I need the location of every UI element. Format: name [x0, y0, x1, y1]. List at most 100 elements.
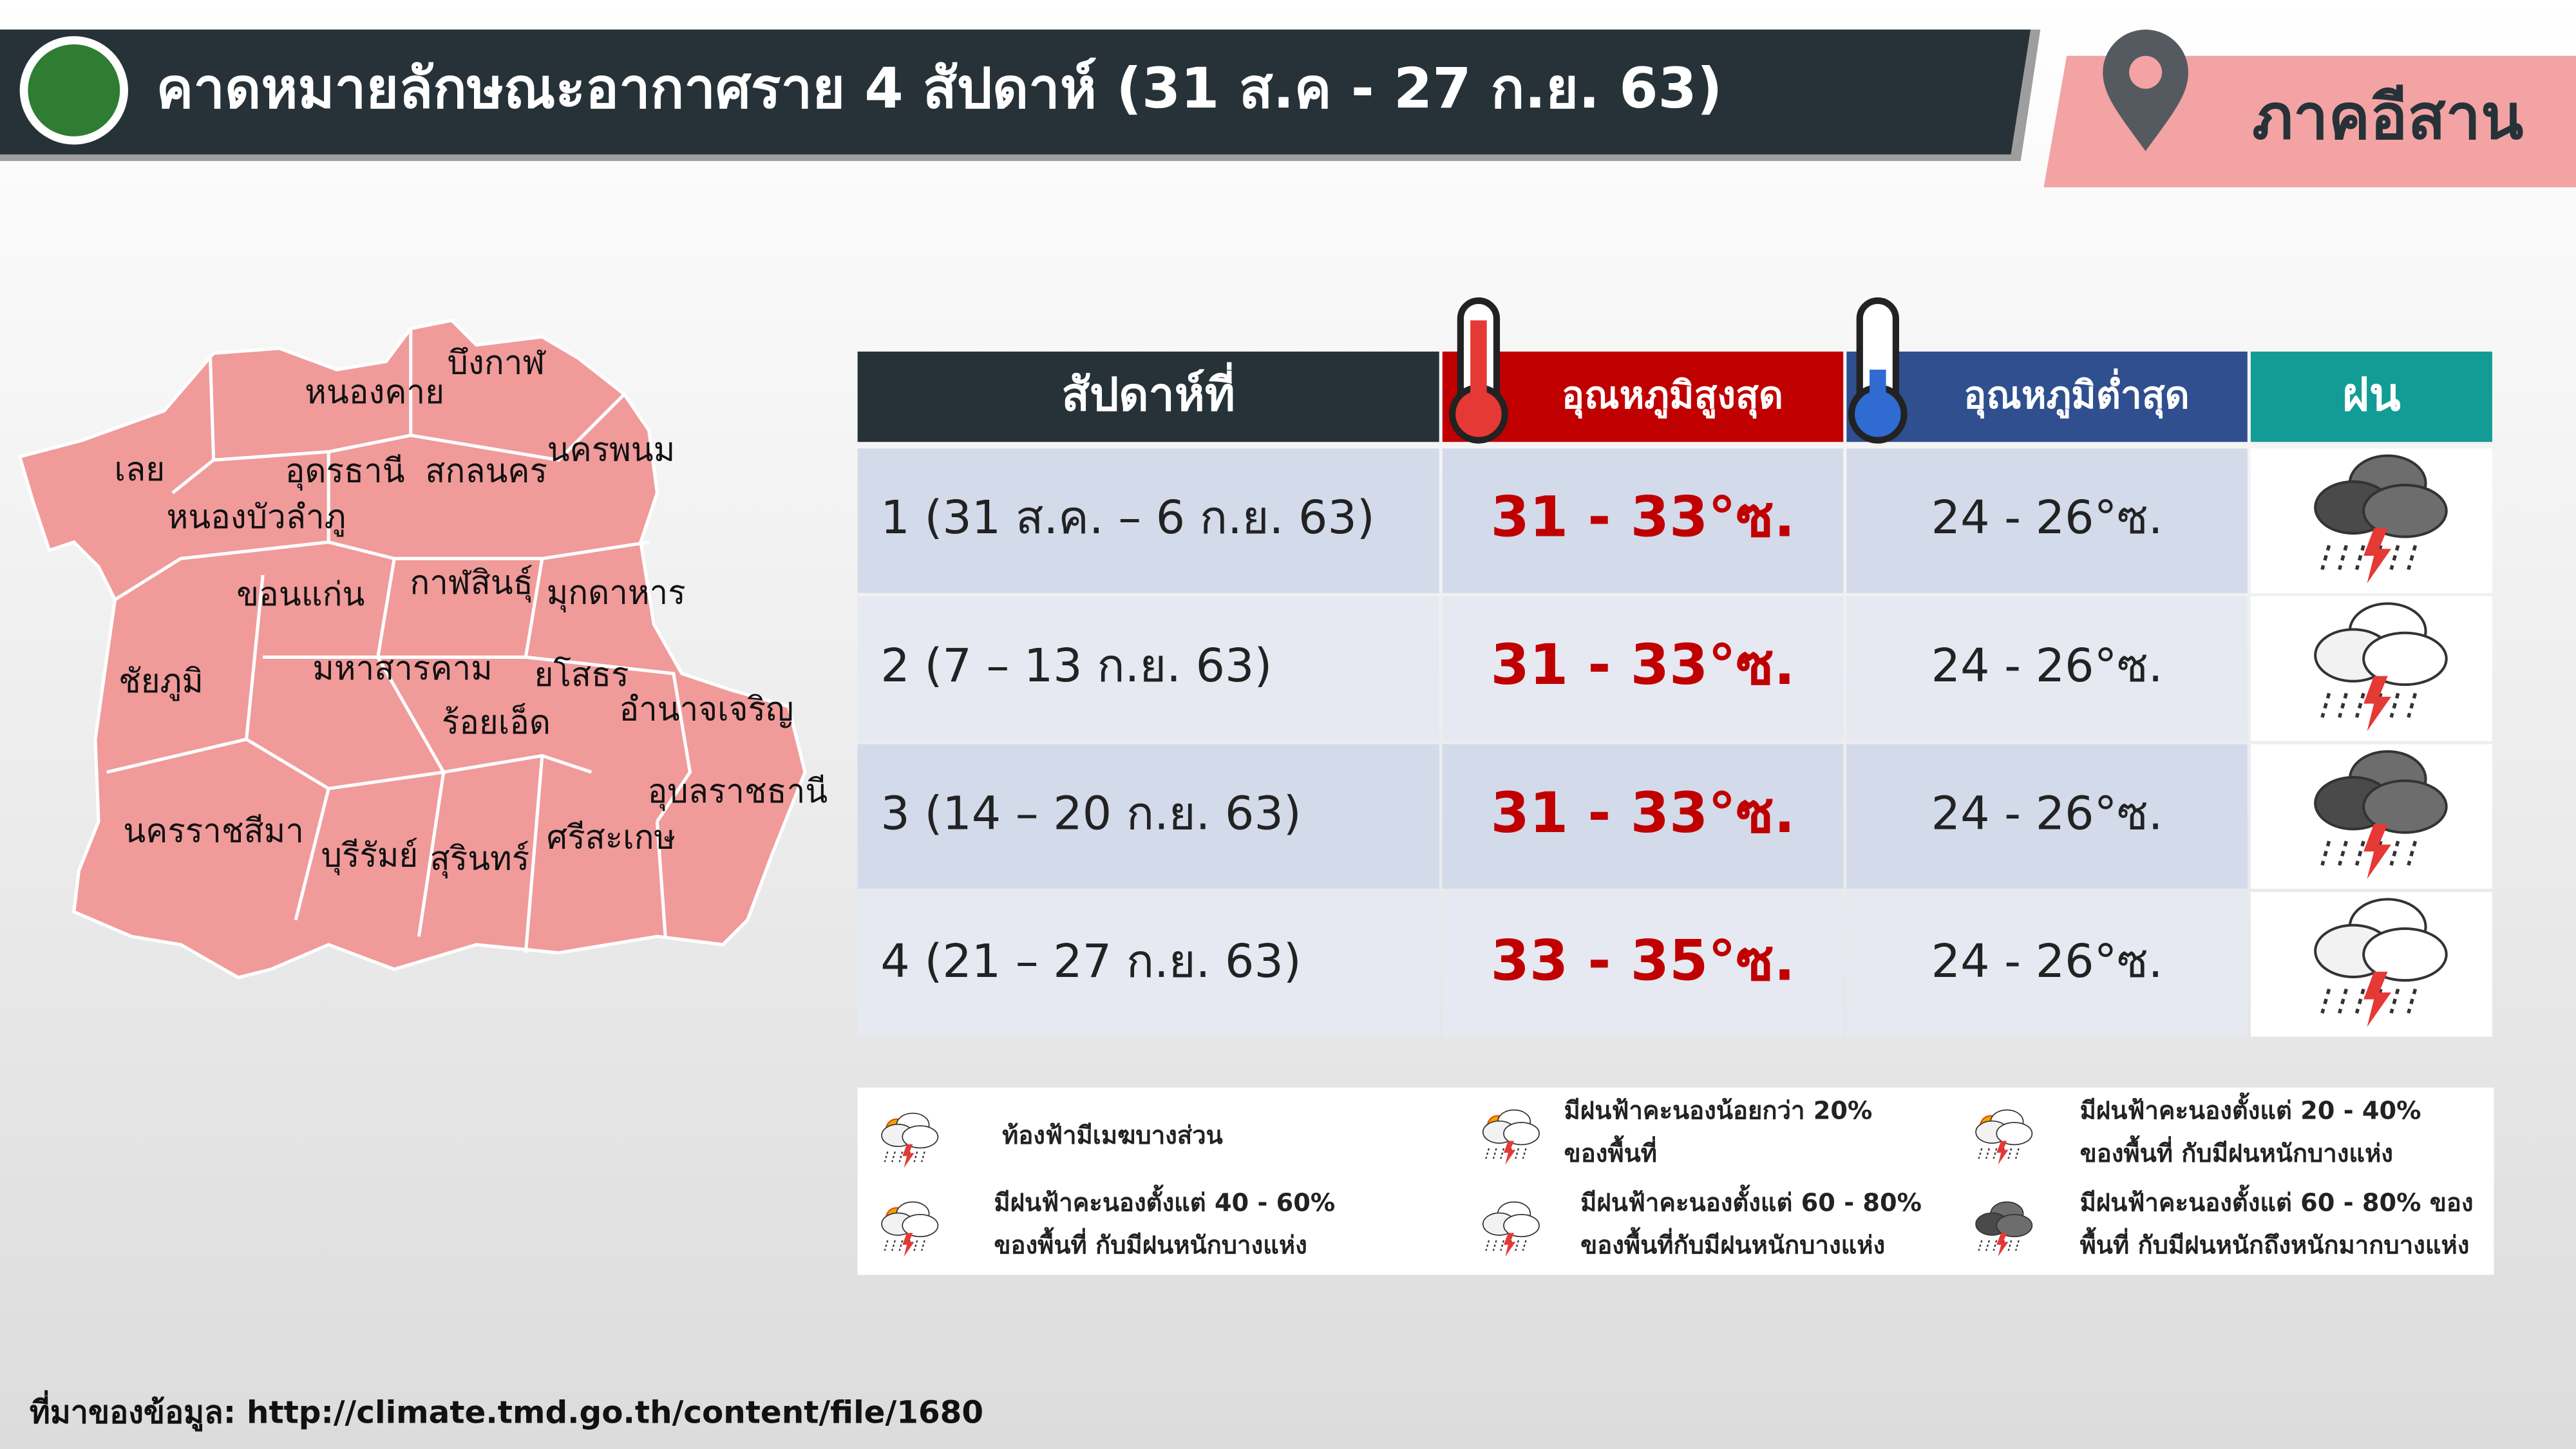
province-label: ชัยภูมิ — [118, 663, 204, 701]
legend-text: มีฝนฟ้าคะนองตั้งแต่ 60 - 80% — [1580, 1184, 1922, 1217]
cloud — [2362, 927, 2448, 982]
week-label: 4 (21 – 27 ก.ย. 63) — [880, 934, 1301, 988]
cloud — [1996, 1122, 2033, 1146]
rain — [2354, 545, 2365, 571]
province-borders — [106, 328, 692, 953]
table-cell — [857, 892, 1439, 1037]
table-cell — [1442, 448, 1844, 593]
thermometer-fill — [1870, 369, 1886, 411]
legend-text: ของพื้นที่กับมีฝนหนักบางแห่ง — [1580, 1227, 1885, 1260]
rain — [2389, 545, 2400, 571]
header-title: คาดหมายลักษณะอากาศราย 4 สัปดาห์ (31 ส.ค … — [156, 56, 1722, 121]
rain — [2338, 840, 2348, 866]
province-label: ยโสธร — [535, 656, 629, 694]
rain — [1500, 1148, 1505, 1159]
region-name: ภาคอีสาน — [2252, 80, 2523, 153]
rain — [1978, 1240, 1983, 1251]
rain — [2320, 840, 2331, 866]
legend-text: มีฝนฟ้าคะนองตั้งแต่ 20 - 40% — [2080, 1093, 2421, 1126]
rain — [1485, 1240, 1490, 1251]
rain — [913, 1151, 918, 1162]
table-cell — [1846, 892, 2248, 1037]
rain — [884, 1151, 889, 1162]
rain — [2407, 840, 2418, 866]
weather-icon — [881, 1201, 939, 1257]
min-temp: 24 - 26°ซ. — [1931, 639, 2163, 692]
max-temp: 31 - 33°ซ. — [1491, 781, 1795, 846]
province-label: บุรีรัมย์ — [321, 837, 419, 876]
forecast-table: สัปดาห์ที่ อุณหภูมิสูงสุด อุณหภูมิต่ำสุด ฝน… — [857, 297, 2492, 1037]
column-header: ฝน — [2342, 368, 2401, 421]
province-label: หนองบัวลำภู — [167, 498, 346, 537]
legend: ท้องฟ้ามีเมฆบางส่วน มีฝนฟ้าคะนองน้อยกว่า … — [881, 1093, 2474, 1260]
header-cell — [857, 351, 1439, 442]
province-label: เลย — [115, 451, 166, 489]
table-cell — [1442, 744, 1844, 889]
week-label: 3 (14 – 20 ก.ย. 63) — [880, 786, 1301, 840]
rain — [2407, 545, 2418, 571]
legend-text: ของพื้นที่ — [1564, 1135, 1657, 1168]
legend-text: มีฝนฟ้าคะนองตั้งแต่ 60 - 80% ของ — [2080, 1184, 2474, 1217]
province-label: ขอนแก่น — [236, 576, 365, 614]
weather-icon — [2314, 454, 2448, 583]
thermometer-fill — [1470, 320, 1487, 411]
cloud — [902, 1125, 939, 1149]
legend-text: มีฝนฟ้าคะนองน้อยกว่า 20% — [1564, 1097, 1873, 1126]
table-cell — [1846, 596, 2248, 741]
week-label: 1 (31 ส.ค. – 6 ก.ย. 63) — [880, 491, 1374, 544]
rain — [884, 1240, 889, 1251]
rain — [898, 1240, 904, 1251]
min-temp: 24 - 26°ซ. — [1931, 491, 2163, 544]
pin-icon — [2103, 29, 2188, 151]
table-cell — [1846, 448, 2248, 593]
province-label: มหาสารคาม — [312, 650, 492, 688]
rain — [1492, 1240, 1497, 1251]
bolt — [2363, 971, 2392, 1027]
rain — [2007, 1148, 2012, 1159]
province-label: นครราชสีมา — [123, 812, 303, 850]
weather-icon — [1482, 1109, 1540, 1165]
bolt — [902, 1233, 914, 1257]
rain — [898, 1151, 904, 1162]
table-cell — [857, 744, 1439, 889]
region-shape — [17, 318, 807, 980]
rain — [2320, 692, 2331, 718]
rain — [2014, 1148, 2020, 1159]
rain — [2389, 692, 2400, 718]
province-label: สุรินทร์ — [430, 840, 529, 879]
legend-text: พื้นที่ กับมีฝนหนักถึงหนักมากบางแห่ง — [2080, 1227, 2470, 1260]
rain — [2354, 692, 2365, 718]
rain — [2338, 545, 2348, 571]
rain — [2320, 545, 2331, 571]
rain — [1993, 1148, 1998, 1159]
rain — [2338, 692, 2348, 718]
weather-icon — [2314, 898, 2448, 1027]
table-cell — [1442, 892, 1844, 1037]
rain — [891, 1240, 896, 1251]
rain — [2014, 1240, 2020, 1251]
cloud — [1996, 1213, 2033, 1238]
province-label: สกลนคร — [425, 453, 547, 491]
rain — [1522, 1240, 1527, 1251]
min-temp: 24 - 26°ซ. — [1931, 786, 2163, 840]
legend-text: มีฝนฟ้าคะนองตั้งแต่ 40 - 60% — [994, 1184, 1335, 1217]
source: ที่มาของข้อมูล: http://climate.tmd.go.th… — [30, 1390, 983, 1432]
rain — [1485, 1148, 1490, 1159]
column-header: อุณหภูมิต่ำสุด — [1964, 368, 2190, 419]
legend-text: ท้องฟ้ามีเมฆบางส่วน — [1002, 1121, 1223, 1150]
cloud — [2362, 779, 2448, 834]
rain — [1978, 1148, 1983, 1159]
rain — [2354, 840, 2365, 866]
rain — [891, 1151, 896, 1162]
cloud — [902, 1213, 939, 1238]
weather-icon — [1975, 1201, 2033, 1257]
rain — [921, 1151, 925, 1162]
rain — [921, 1240, 925, 1251]
province-label: นครพนม — [547, 431, 676, 469]
weather-icon — [1482, 1201, 1540, 1257]
province-label: กาฬสินธุ์ — [410, 564, 533, 603]
bolt — [2363, 528, 2392, 583]
cloud — [2362, 484, 2448, 538]
rain — [2407, 988, 2418, 1014]
